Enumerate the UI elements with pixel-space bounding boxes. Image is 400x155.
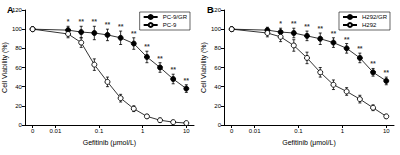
- svg-text:100: 100: [12, 26, 23, 32]
- svg-text:Gefitinib (μmol/L): Gefitinib (μmol/L): [282, 139, 335, 147]
- svg-text:**: **: [118, 23, 124, 30]
- svg-text:H292: H292: [362, 22, 377, 28]
- svg-text:10: 10: [183, 128, 190, 134]
- svg-text:0: 0: [19, 122, 23, 128]
- svg-text:0.1: 0.1: [294, 128, 303, 134]
- svg-text:Cell Viability (%): Cell Viability (%): [1, 42, 9, 93]
- svg-text:PC-9/GR: PC-9/GR: [163, 14, 188, 20]
- svg-text:1: 1: [341, 128, 345, 134]
- svg-text:10: 10: [383, 128, 390, 134]
- svg-text:H292/GR: H292/GR: [362, 14, 388, 20]
- svg-text:**: **: [105, 21, 111, 28]
- svg-text:0.01: 0.01: [249, 128, 261, 134]
- svg-text:**: **: [144, 43, 150, 50]
- svg-text:100: 100: [211, 26, 222, 32]
- svg-text:0.1: 0.1: [95, 128, 104, 134]
- svg-text:Cell Viability (%): Cell Viability (%): [200, 42, 208, 93]
- svg-text:**: **: [92, 18, 98, 25]
- svg-text:**: **: [357, 45, 363, 52]
- svg-text:**: **: [78, 18, 84, 25]
- svg-text:**: **: [344, 36, 350, 43]
- svg-text:0: 0: [230, 128, 234, 134]
- svg-text:40: 40: [214, 84, 221, 90]
- svg-text:**: **: [157, 55, 163, 62]
- svg-text:*: *: [67, 18, 70, 25]
- svg-text:PC-9: PC-9: [163, 22, 177, 28]
- svg-text:Gefitinib (μmol/L): Gefitinib (μmol/L): [83, 139, 136, 147]
- svg-text:20: 20: [15, 103, 22, 109]
- svg-text:80: 80: [214, 45, 221, 51]
- svg-text:20: 20: [214, 103, 221, 109]
- svg-text:120: 120: [211, 7, 221, 13]
- svg-text:**: **: [131, 30, 137, 37]
- svg-text:60: 60: [214, 65, 221, 71]
- svg-text:0: 0: [31, 128, 35, 134]
- svg-text:**: **: [291, 20, 297, 27]
- svg-text:**: **: [170, 66, 176, 73]
- svg-text:B: B: [207, 5, 214, 15]
- svg-text:*: *: [279, 20, 282, 27]
- svg-text:**: **: [184, 77, 190, 84]
- svg-text:A: A: [7, 5, 14, 15]
- svg-text:80: 80: [15, 45, 22, 51]
- svg-text:0: 0: [218, 122, 222, 128]
- svg-text:1: 1: [141, 128, 145, 134]
- svg-text:**: **: [384, 69, 390, 76]
- svg-text:**: **: [304, 23, 310, 30]
- svg-text:0.01: 0.01: [50, 128, 62, 134]
- svg-text:**: **: [370, 60, 376, 67]
- svg-text:120: 120: [11, 7, 22, 13]
- svg-text:40: 40: [15, 84, 22, 90]
- svg-text:60: 60: [15, 65, 22, 71]
- svg-text:**: **: [318, 25, 324, 32]
- svg-text:**: **: [331, 30, 337, 37]
